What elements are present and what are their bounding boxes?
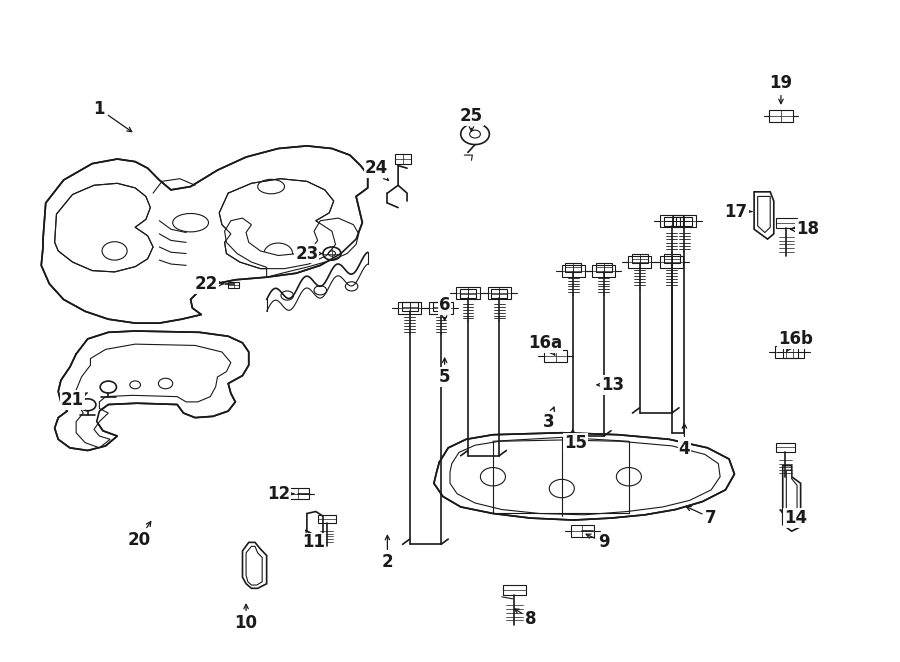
Text: 2: 2 — [382, 536, 393, 571]
Polygon shape — [307, 512, 323, 536]
Polygon shape — [220, 179, 336, 269]
Bar — [664, 216, 680, 226]
Polygon shape — [434, 433, 734, 520]
Bar — [401, 302, 418, 311]
Bar — [776, 443, 796, 451]
Bar — [565, 263, 581, 272]
Text: 8: 8 — [515, 609, 536, 628]
Bar — [770, 110, 793, 122]
Bar — [491, 289, 508, 298]
Text: 16a: 16a — [527, 334, 562, 355]
Text: 11: 11 — [302, 530, 326, 551]
Text: 24: 24 — [365, 159, 388, 181]
Bar — [468, 116, 482, 124]
Polygon shape — [55, 331, 248, 450]
Text: 4: 4 — [679, 424, 690, 458]
Bar — [592, 265, 616, 277]
Text: 25: 25 — [460, 107, 483, 131]
Text: 1: 1 — [94, 100, 131, 132]
Bar — [661, 214, 683, 226]
Bar — [488, 287, 511, 299]
Bar — [544, 350, 567, 362]
Polygon shape — [758, 197, 770, 232]
Text: 14: 14 — [780, 509, 806, 527]
Bar — [676, 216, 692, 226]
Text: 9: 9 — [586, 534, 609, 551]
Text: 7: 7 — [687, 506, 717, 527]
Text: 16b: 16b — [778, 330, 813, 352]
Bar — [775, 346, 798, 358]
Bar — [456, 287, 480, 299]
Bar — [433, 302, 449, 311]
Text: 19: 19 — [770, 74, 793, 104]
Bar — [429, 302, 453, 314]
Polygon shape — [783, 465, 801, 531]
Text: 17: 17 — [724, 203, 751, 220]
Bar — [460, 289, 476, 298]
Text: 20: 20 — [127, 522, 150, 549]
Text: 10: 10 — [235, 604, 257, 632]
Text: 18: 18 — [790, 220, 819, 238]
Bar — [632, 254, 648, 263]
Bar — [394, 154, 410, 164]
Polygon shape — [76, 344, 231, 448]
Bar — [776, 218, 797, 228]
Text: 23: 23 — [295, 244, 322, 263]
Text: 13: 13 — [597, 376, 625, 394]
Bar — [661, 256, 683, 268]
Bar — [571, 525, 594, 537]
Bar — [628, 256, 652, 268]
Bar — [596, 263, 612, 272]
Polygon shape — [225, 218, 359, 277]
Bar — [229, 282, 238, 289]
Bar — [287, 489, 309, 499]
Bar — [503, 585, 526, 595]
Text: 6: 6 — [439, 296, 450, 320]
Text: 15: 15 — [563, 430, 587, 451]
Polygon shape — [787, 470, 797, 526]
Polygon shape — [242, 542, 266, 589]
Polygon shape — [246, 546, 262, 585]
Polygon shape — [55, 183, 153, 272]
Text: 22: 22 — [195, 275, 223, 293]
Text: 3: 3 — [543, 407, 554, 430]
Text: 12: 12 — [266, 485, 293, 503]
Bar — [664, 254, 680, 263]
Bar — [318, 515, 336, 523]
Text: 21: 21 — [61, 391, 87, 409]
Bar — [398, 302, 421, 314]
Bar — [783, 346, 805, 357]
Text: 5: 5 — [439, 358, 450, 386]
Polygon shape — [41, 146, 368, 323]
Bar — [672, 214, 696, 226]
Bar — [562, 265, 585, 277]
Polygon shape — [450, 440, 720, 515]
Polygon shape — [754, 192, 774, 239]
